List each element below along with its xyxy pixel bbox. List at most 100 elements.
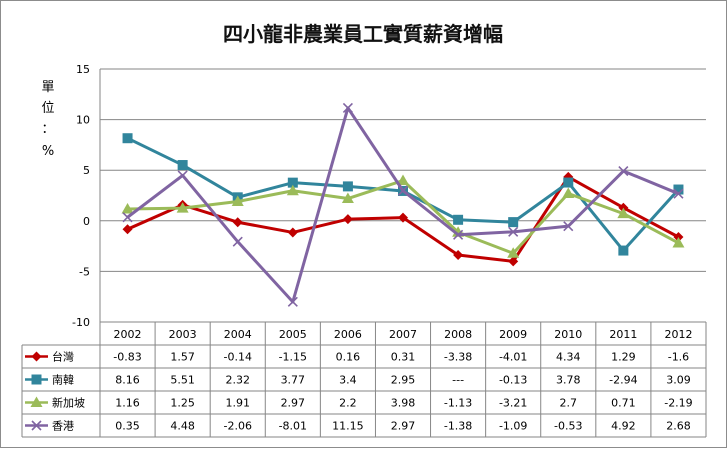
gridlines: -10 -5 0 5 10 15 <box>72 63 706 329</box>
table-value-cell: -1.09 <box>499 420 527 433</box>
data-point <box>122 212 133 223</box>
data-point <box>618 165 629 177</box>
x-category-label: 2011 <box>609 328 637 341</box>
x-category-label: 2006 <box>334 328 362 341</box>
data-point <box>341 192 354 204</box>
y-tick-label: -5 <box>79 265 90 278</box>
table-value-cell: 2.32 <box>225 374 250 387</box>
table-value-cell: 1.29 <box>611 351 636 364</box>
data-point <box>453 214 464 225</box>
y-axis-label-char: 單 <box>41 80 54 95</box>
series-lines <box>121 102 685 307</box>
table-value-cell: -8.01 <box>279 420 307 433</box>
table-value-cell: -1.13 <box>444 397 472 410</box>
table-value-cell: -0.53 <box>554 420 582 433</box>
y-tick-label: -10 <box>72 316 90 329</box>
table-value-cell: 2.68 <box>666 420 691 433</box>
y-axis-label-char: ： <box>41 122 54 137</box>
data-point <box>508 226 519 237</box>
data-point <box>563 221 574 232</box>
table-value-cell: 4.34 <box>556 351 581 364</box>
data-table: 2002 2003 2004 2005 2006 2007 2008 2009 2010 2011… <box>21 322 707 438</box>
table-value-cell: 3.78 <box>556 374 581 387</box>
table-value-cell: 3.09 <box>666 374 691 387</box>
legend-key-marker <box>30 396 43 407</box>
data-point <box>398 212 408 223</box>
data-point <box>177 170 188 181</box>
table-value-cell: -2.06 <box>223 420 251 433</box>
data-point <box>231 195 244 206</box>
data-point <box>617 207 630 219</box>
data-point <box>287 296 298 307</box>
table-value-cell: 5.51 <box>170 374 195 387</box>
legend-key-marker <box>31 351 42 362</box>
table-value-cell: 1.25 <box>170 397 195 410</box>
table-value-cell: 3.98 <box>391 397 416 410</box>
data-point <box>177 160 188 171</box>
data-point <box>508 217 519 228</box>
data-point <box>453 250 464 261</box>
data-point <box>563 177 574 188</box>
table-value-cell: 2.97 <box>391 420 416 433</box>
data-point <box>673 184 684 195</box>
table-value-cell: 1.91 <box>225 397 250 410</box>
legend-series-name: 新加坡 <box>52 396 85 410</box>
legend-series-name: 南韓 <box>52 374 74 387</box>
data-point <box>342 102 353 114</box>
data-point <box>232 217 243 228</box>
data-point <box>122 224 133 235</box>
data-point <box>672 236 685 248</box>
table-value-cell: 2.95 <box>391 374 416 387</box>
table-value-cell: 2.2 <box>339 397 357 410</box>
data-point <box>287 177 298 188</box>
data-point <box>286 184 299 196</box>
data-point <box>342 214 353 225</box>
data-point <box>562 187 575 198</box>
data-point <box>673 188 684 199</box>
data-point <box>232 236 243 247</box>
data-point <box>287 227 298 238</box>
table-value-cell: 3.77 <box>281 374 306 387</box>
data-point <box>508 256 519 267</box>
table-value-cell: -3.38 <box>444 351 472 364</box>
table-value-cell: 1.57 <box>170 351 195 364</box>
table-value-cell: --- <box>452 374 464 387</box>
x-category-label: 2002 <box>114 328 142 341</box>
data-point <box>397 185 409 196</box>
table-value-cell: 4.92 <box>611 420 636 433</box>
y-tick-label: 0 <box>83 215 90 228</box>
y-axis-label-char: 位 <box>41 101 54 116</box>
table-value-cell: -2.19 <box>664 397 692 410</box>
y-axis-label-char: % <box>42 144 54 159</box>
y-tick-label: 15 <box>76 63 90 76</box>
x-category-label: 2004 <box>224 328 252 341</box>
table-value-cell: -0.14 <box>223 351 251 364</box>
table-value-cell: 4.48 <box>170 420 195 433</box>
data-point <box>397 174 409 186</box>
table-value-cell: -1.38 <box>444 420 472 433</box>
data-point <box>618 245 629 256</box>
table-value-cell: 8.16 <box>115 374 140 387</box>
legend-key-marker <box>31 420 42 431</box>
y-tick-label: 5 <box>83 164 90 177</box>
table-value-cell: 0.16 <box>336 351 361 364</box>
data-point <box>342 181 353 192</box>
table-value-cell: 11.15 <box>332 420 364 433</box>
x-category-label: 2010 <box>554 328 582 341</box>
x-category-label: 2009 <box>499 328 527 341</box>
y-tick-label: 10 <box>76 114 90 127</box>
table-value-cell: 1.16 <box>115 397 140 410</box>
table-value-cell: 0.35 <box>115 420 140 433</box>
table-value-cell: -1.15 <box>279 351 307 364</box>
data-point <box>507 247 520 258</box>
x-category-label: 2005 <box>279 328 307 341</box>
table-value-cell: -0.83 <box>113 351 141 364</box>
table-value-cell: 2.7 <box>560 397 578 410</box>
table-value-cell: -4.01 <box>499 351 527 364</box>
table-value-cell: 0.31 <box>391 351 416 364</box>
data-point <box>122 133 133 144</box>
table-value-cell: -1.6 <box>668 351 689 364</box>
x-category-label: 2003 <box>169 328 197 341</box>
